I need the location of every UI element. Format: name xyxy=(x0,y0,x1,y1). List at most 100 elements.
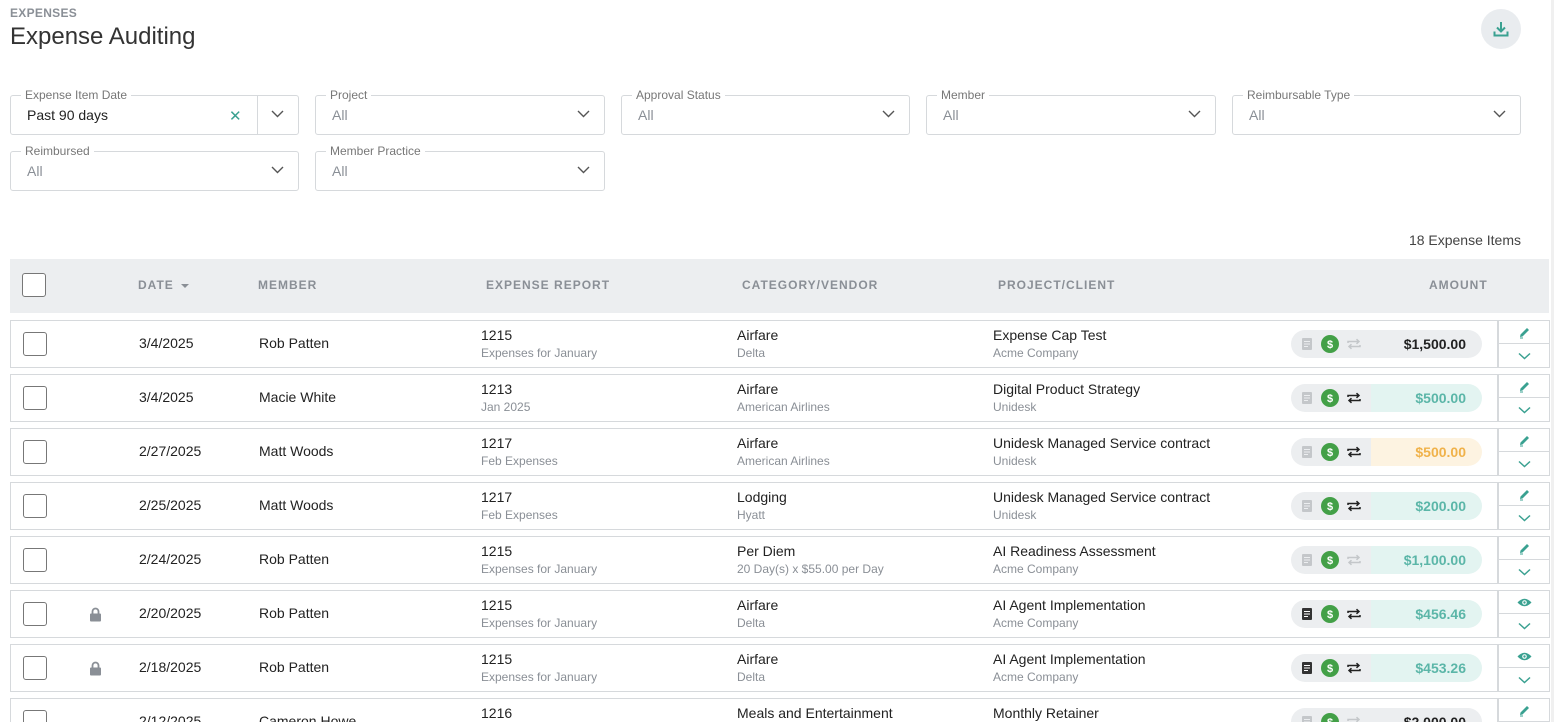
view-button[interactable] xyxy=(1499,645,1549,668)
receipt-icon[interactable] xyxy=(1301,499,1313,513)
row-expense-report[interactable]: 1215 Expenses for January xyxy=(481,597,597,632)
svg-text:$: $ xyxy=(1327,501,1333,513)
table-row[interactable]: 3/4/2025 Macie White 1213 Jan 2025 Airfa… xyxy=(10,374,1498,422)
table-row[interactable]: 2/27/2025 Matt Woods 1217 Feb Expenses A… xyxy=(10,428,1498,476)
receipt-icon[interactable] xyxy=(1301,553,1313,567)
reimbursable-dollar-icon[interactable]: $ xyxy=(1321,497,1339,515)
receipt-icon[interactable] xyxy=(1301,607,1313,621)
row-checkbox[interactable] xyxy=(23,656,47,680)
recurring-icon[interactable] xyxy=(1346,715,1362,722)
row-amount[interactable]: $500.00 xyxy=(1371,438,1482,466)
edit-button[interactable] xyxy=(1499,375,1549,398)
expand-button[interactable] xyxy=(1499,614,1549,637)
row-amount[interactable]: $1,500.00 xyxy=(1371,330,1482,358)
edit-button[interactable] xyxy=(1499,537,1549,560)
row-expense-report[interactable]: 1216 xyxy=(481,705,512,722)
recurring-icon[interactable] xyxy=(1346,499,1362,513)
table-row[interactable]: 2/25/2025 Matt Woods 1217 Feb Expenses L… xyxy=(10,482,1498,530)
edit-button[interactable] xyxy=(1499,483,1549,506)
receipt-icon[interactable] xyxy=(1301,337,1313,351)
receipt-icon[interactable] xyxy=(1301,391,1313,405)
reimbursable-dollar-icon[interactable]: $ xyxy=(1321,551,1339,569)
edit-button[interactable] xyxy=(1499,321,1549,344)
edit-button[interactable] xyxy=(1499,699,1549,722)
recurring-icon[interactable] xyxy=(1346,607,1362,621)
row-member: Rob Patten xyxy=(259,551,330,567)
expand-button[interactable] xyxy=(1499,506,1549,529)
reimbursable-dollar-icon[interactable]: $ xyxy=(1321,389,1339,407)
status-icons: $ xyxy=(1291,438,1371,466)
row-amount[interactable]: $200.00 xyxy=(1371,492,1482,520)
category: Lodging xyxy=(737,489,787,505)
expand-chevron-icon xyxy=(1517,460,1531,468)
row-checkbox[interactable] xyxy=(23,710,47,722)
clear-icon[interactable]: ✕ xyxy=(229,108,242,125)
table-row[interactable]: 2/18/2025 Rob Patten 1215 Expenses for J… xyxy=(10,644,1498,692)
reimbursable-dollar-icon[interactable]: $ xyxy=(1321,659,1339,677)
filter-reimbursed[interactable]: Reimbursed All xyxy=(10,144,299,191)
column-member[interactable]: MEMBER xyxy=(258,278,318,292)
row-expense-report[interactable]: 1215 Expenses for January xyxy=(481,327,597,362)
svg-text:$: $ xyxy=(1327,555,1333,567)
column-amount[interactable]: AMOUNT xyxy=(1429,278,1488,292)
filter-member[interactable]: Member All xyxy=(926,88,1216,135)
column-category-vendor[interactable]: CATEGORY/VENDOR xyxy=(742,278,879,292)
receipt-icon[interactable] xyxy=(1301,715,1313,722)
row-checkbox[interactable] xyxy=(23,602,47,626)
scrollbar[interactable] xyxy=(1551,0,1554,722)
filter-project[interactable]: Project All xyxy=(315,88,605,135)
receipt-icon[interactable] xyxy=(1301,445,1313,459)
row-checkbox[interactable] xyxy=(23,494,47,518)
row-expense-report[interactable]: 1213 Jan 2025 xyxy=(481,381,530,416)
recurring-icon[interactable] xyxy=(1346,391,1362,405)
expand-button[interactable] xyxy=(1499,560,1549,583)
table-row[interactable]: 2/20/2025 Rob Patten 1215 Expenses for J… xyxy=(10,590,1498,638)
table-row[interactable]: 2/12/2025 Cameron Howe 1216 Meals and En… xyxy=(10,698,1498,722)
row-expense-report[interactable]: 1217 Feb Expenses xyxy=(481,435,558,470)
expand-button[interactable] xyxy=(1499,344,1549,367)
expand-button[interactable] xyxy=(1499,668,1549,691)
row-amount[interactable]: $500.00 xyxy=(1371,384,1482,412)
row-checkbox[interactable] xyxy=(23,332,47,356)
receipt-icon[interactable] xyxy=(1301,661,1313,675)
row-amount[interactable]: $456.46 xyxy=(1371,600,1482,628)
filter-reimbursable-type[interactable]: Reimbursable Type All xyxy=(1232,88,1521,135)
row-expense-report[interactable]: 1215 Expenses for January xyxy=(481,543,597,578)
select-all-checkbox[interactable] xyxy=(22,273,46,297)
reimbursable-dollar-icon[interactable]: $ xyxy=(1321,605,1339,623)
reimbursable-dollar-icon[interactable]: $ xyxy=(1321,713,1339,722)
download-button[interactable] xyxy=(1481,9,1521,49)
edit-button[interactable] xyxy=(1499,429,1549,452)
expand-button[interactable] xyxy=(1499,398,1549,421)
row-amount[interactable]: $453.26 xyxy=(1371,654,1482,682)
row-date: 2/12/2025 xyxy=(139,713,202,722)
filter-label: Reimbursable Type xyxy=(1243,88,1355,102)
reimbursable-dollar-icon[interactable]: $ xyxy=(1321,335,1339,353)
view-button[interactable] xyxy=(1499,591,1549,614)
reimbursable-dollar-icon[interactable]: $ xyxy=(1321,443,1339,461)
filter-expense-item-date[interactable]: Expense Item Date Past 90 days ✕ xyxy=(10,88,299,135)
filter-member-practice[interactable]: Member Practice All xyxy=(315,144,605,191)
row-checkbox[interactable] xyxy=(23,386,47,410)
row-amount[interactable]: $2,000.00 xyxy=(1371,708,1482,722)
column-date[interactable]: DATE xyxy=(138,278,190,292)
table-row[interactable]: 2/24/2025 Rob Patten 1215 Expenses for J… xyxy=(10,536,1498,584)
row-checkbox[interactable] xyxy=(23,548,47,572)
column-expense-report[interactable]: EXPENSE REPORT xyxy=(486,278,611,292)
recurring-icon[interactable] xyxy=(1346,661,1362,675)
recurring-icon[interactable] xyxy=(1346,445,1362,459)
vendor: Delta xyxy=(737,616,766,630)
recurring-icon[interactable] xyxy=(1346,553,1362,567)
column-project-client[interactable]: PROJECT/CLIENT xyxy=(998,278,1116,292)
row-checkbox[interactable] xyxy=(23,440,47,464)
report-name: Expenses for January xyxy=(481,670,598,684)
expand-chevron-icon xyxy=(1517,568,1531,576)
row-expense-report[interactable]: 1215 Expenses for January xyxy=(481,651,597,686)
row-expense-report[interactable]: 1217 Feb Expenses xyxy=(481,489,558,524)
page-title: Expense Auditing xyxy=(10,23,196,50)
recurring-icon[interactable] xyxy=(1346,337,1362,351)
row-amount[interactable]: $1,100.00 xyxy=(1371,546,1482,574)
filter-approval-status[interactable]: Approval Status All xyxy=(621,88,910,135)
table-row[interactable]: 3/4/2025 Rob Patten 1215 Expenses for Ja… xyxy=(10,320,1498,368)
expand-button[interactable] xyxy=(1499,452,1549,475)
